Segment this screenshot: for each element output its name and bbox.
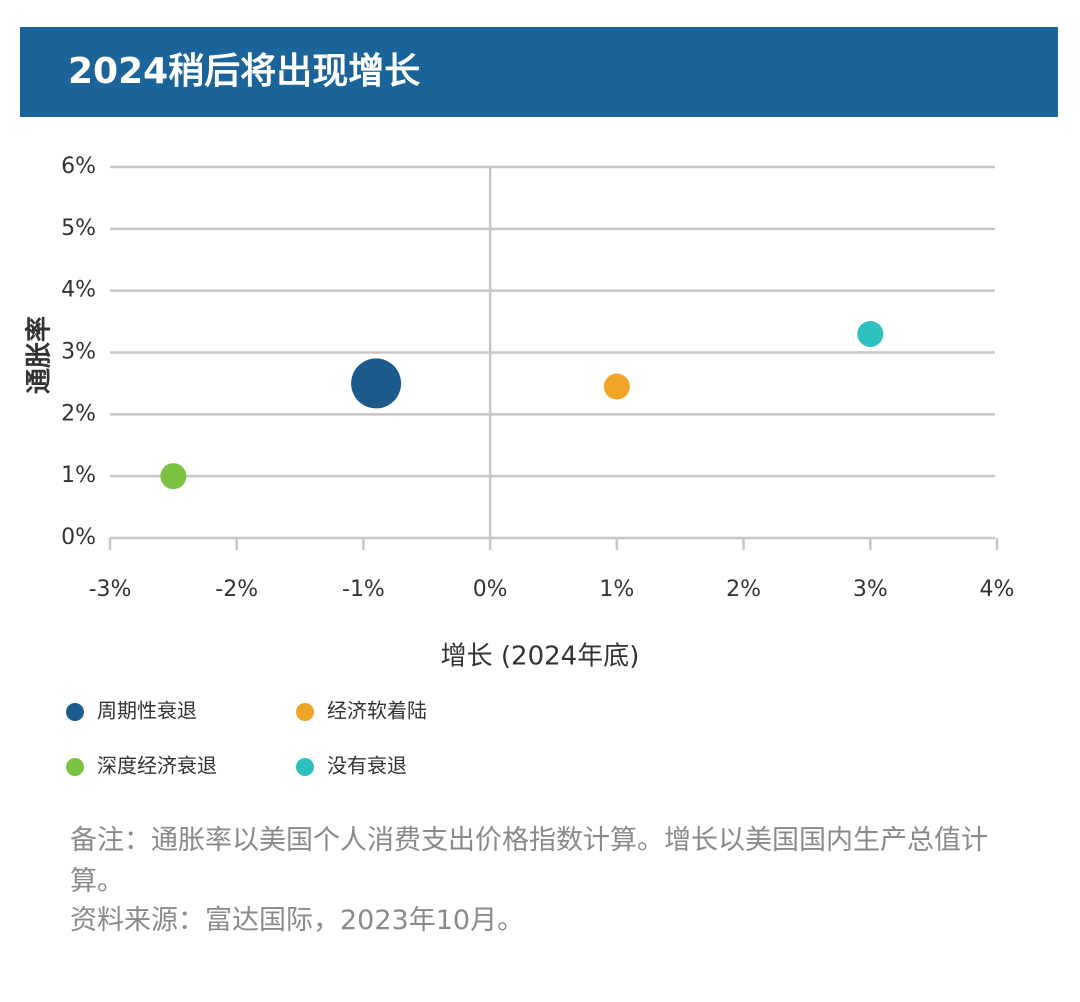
- legend-marker: [296, 703, 314, 721]
- bubble: [160, 463, 187, 490]
- legend-label: 没有衰退: [327, 754, 407, 778]
- source: 资料来源：富达国际，2023年10月。: [70, 905, 525, 936]
- chart-title: 2024稍后将出现增长: [68, 51, 420, 92]
- x-tick-label: 1%: [599, 577, 634, 602]
- y-axis-label: 通胀率: [24, 316, 55, 394]
- y-tick-label: 3%: [61, 340, 96, 365]
- legend-marker: [66, 703, 84, 721]
- y-tick-label: 4%: [61, 278, 96, 303]
- bubble: [857, 320, 884, 347]
- y-tick-label: 1%: [61, 463, 96, 488]
- y-tick-label: 5%: [61, 216, 96, 241]
- title-band: [20, 27, 1058, 117]
- x-tick-label: 0%: [473, 577, 508, 602]
- y-tick-label: 6%: [61, 154, 96, 179]
- bubble: [351, 358, 402, 409]
- x-tick-label: 2%: [726, 577, 761, 602]
- bubble: [603, 373, 630, 400]
- legend-marker: [296, 758, 314, 776]
- legend-label: 深度经济衰退: [97, 754, 217, 778]
- y-tick-label: 2%: [61, 401, 96, 426]
- legend-marker: [66, 758, 84, 776]
- x-axis-label: 增长 (2024年底): [441, 642, 640, 672]
- x-tick-label: -2%: [215, 577, 258, 602]
- y-tick-label: 0%: [61, 525, 96, 550]
- x-tick-label: -1%: [342, 577, 385, 602]
- x-tick-label: -3%: [89, 577, 132, 602]
- legend-label: 经济软着陆: [327, 699, 427, 723]
- note: 备注：通胀率以美国个人消费支出价格指数计算。增长以美国国内生产总值计算。: [70, 825, 988, 897]
- x-tick-label: 4%: [980, 577, 1015, 602]
- x-tick-label: 3%: [853, 577, 888, 602]
- legend-label: 周期性衰退: [97, 699, 197, 723]
